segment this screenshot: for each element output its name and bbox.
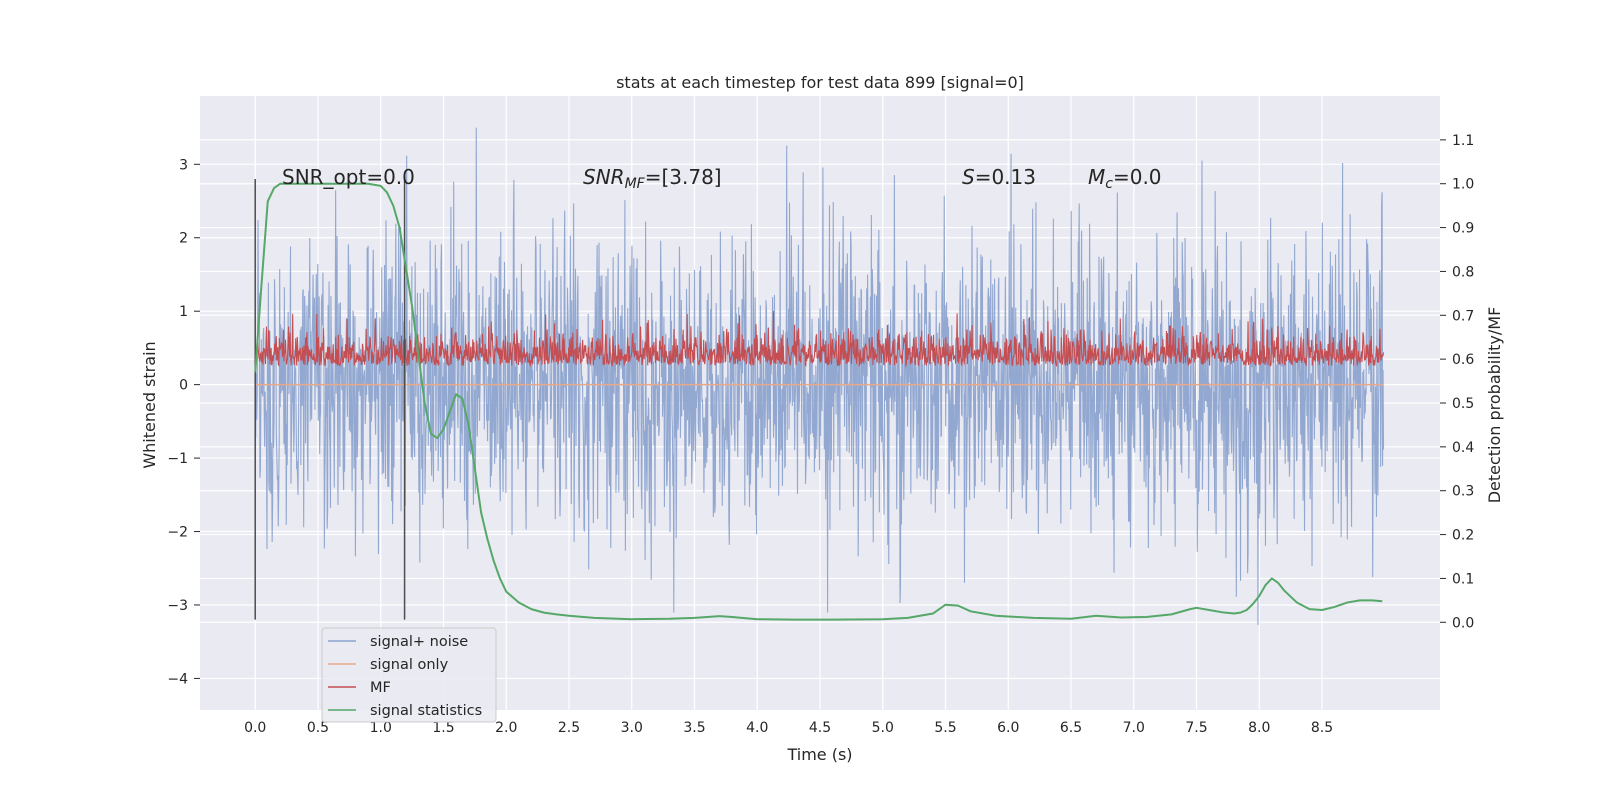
annotation-snr-mf: SNRMF=[3.78] (583, 165, 722, 192)
vertical-markers (254, 178, 406, 620)
y-axis-label-right: Detection probability/MF (1485, 307, 1504, 504)
annotation-mc: Mc=0.0 (1088, 165, 1162, 192)
y-right-tick-label: 0.2 (1452, 528, 1474, 544)
x-tick-label: 0.5 (307, 720, 329, 736)
legend-box (321, 627, 497, 723)
x-axis-label: Time (s) (786, 745, 852, 764)
y-right-tick-label: 0.1 (1452, 571, 1474, 587)
signal-noise-line (254, 127, 1385, 625)
legend-label-signal-only: signal only (370, 657, 449, 673)
annotation-snr-mf-base: SNR (583, 165, 625, 189)
annotation-snr-mf-rest: =[3.78] (645, 165, 722, 189)
x-tick-label: 6.0 (997, 720, 1019, 736)
annotation-snr-mf-sub: MF (625, 176, 646, 192)
x-tick-label: 1.0 (370, 720, 392, 736)
x-tick-label: 8.0 (1248, 720, 1270, 736)
y-right-tick-label: 0.5 (1452, 396, 1474, 412)
y-right-tick-label: 0.6 (1452, 352, 1474, 368)
y-right-tick-label: 1.1 (1452, 133, 1474, 149)
y-left-tick-label: −3 (167, 598, 188, 614)
x-tick-label: 5.5 (934, 720, 956, 736)
y-right-tick-label: 0.3 (1452, 484, 1474, 500)
x-tick-label: 2.5 (558, 720, 580, 736)
y-left-tick-label: −2 (167, 525, 188, 541)
legend-label-signal-noise: signal+ noise (370, 634, 468, 650)
x-tick-label: 7.0 (1123, 720, 1145, 736)
y-right-tick-label: 1.0 (1452, 177, 1474, 193)
x-tick-label: 7.5 (1185, 720, 1207, 736)
x-tick-label: 4.5 (809, 720, 831, 736)
chart-title: stats at each timestep for test data 899… (616, 73, 1024, 92)
y-right-tick-label: 0.4 (1452, 440, 1474, 456)
x-tick-label: 3.5 (683, 720, 705, 736)
annotation-mc-value: =0.0 (1113, 165, 1162, 189)
x-tick-label: 0.0 (244, 720, 266, 736)
mf-line (254, 311, 1385, 368)
signal-statistics-line (254, 182, 1383, 621)
y-left-tick-label: 1 (179, 304, 188, 320)
x-tick-label: 1.5 (432, 720, 454, 736)
x-tick-label: 4.0 (746, 720, 768, 736)
legend: signal+ noise signal only MF signal stat… (321, 627, 497, 723)
y-right-tick-label: 0.7 (1452, 308, 1474, 324)
y-right-tick-label: 0.0 (1452, 615, 1474, 631)
series-signal-statistics (254, 182, 1383, 621)
annotation-s: S=0.13 (962, 165, 1036, 189)
annotation-s-value: =0.13 (975, 165, 1036, 189)
annotation-mc-sub: c (1105, 176, 1113, 192)
x-tick-label: 2.0 (495, 720, 517, 736)
y-right-tick-label: 0.9 (1452, 221, 1474, 237)
annotation-snr-opt: SNR_opt=0.0 (282, 165, 415, 189)
x-tick-label: 8.5 (1311, 720, 1333, 736)
series-mf (254, 311, 1385, 368)
legend-label-signal-statistics: signal statistics (370, 703, 482, 719)
x-tick-label: 6.5 (1060, 720, 1082, 736)
y-left-tick-label: −4 (167, 671, 188, 687)
annotation-s-label: S (962, 165, 975, 189)
x-tick-label: 3.0 (621, 720, 643, 736)
legend-label-mf: MF (370, 680, 391, 696)
y-left-tick-label: 2 (179, 231, 188, 247)
y-left-tick-label: 3 (179, 157, 188, 173)
y-right-tick-label: 0.8 (1452, 264, 1474, 280)
x-tick-label: 5.0 (872, 720, 894, 736)
annotation-mc-base: M (1088, 165, 1105, 189)
y-axis-label-left: Whitened strain (140, 341, 159, 468)
y-left-tick-label: −1 (167, 451, 188, 467)
axis-ticks: 0.0 0.5 1.0 1.5 2.0 2.5 3.0 3.5 4.0 4.5 5.0 5.5 6.0 6… (167, 133, 1474, 736)
y-left-tick-label: 0 (179, 378, 188, 394)
series-signal-noise (254, 127, 1385, 625)
